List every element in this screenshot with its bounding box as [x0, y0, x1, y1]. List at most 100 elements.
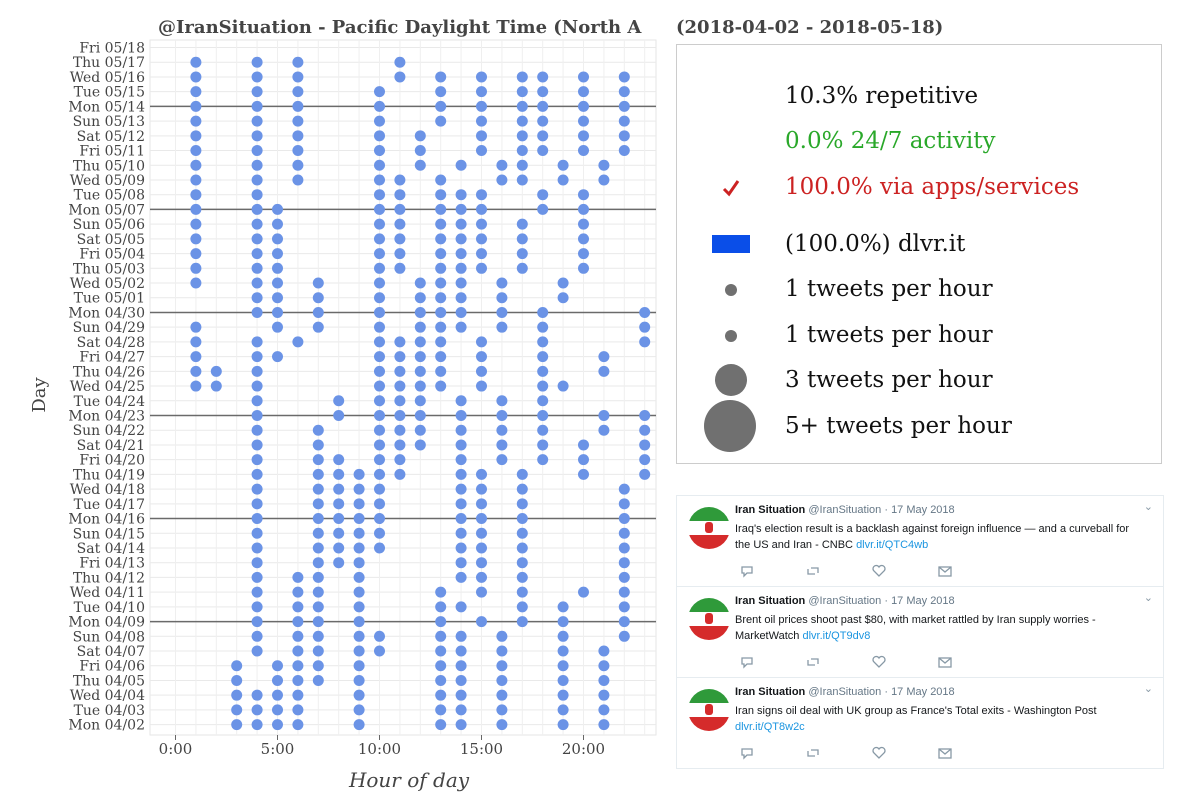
tweet-author[interactable]: Iran Situation — [735, 686, 806, 698]
like-icon[interactable] — [871, 563, 887, 579]
data-point — [374, 292, 385, 304]
y-tick-label: Sun 04/29 — [73, 320, 145, 336]
y-tick-label: Mon 05/14 — [68, 99, 145, 115]
data-point — [578, 71, 589, 83]
data-point — [455, 439, 467, 451]
like-icon[interactable] — [871, 654, 887, 670]
data-point — [455, 557, 467, 569]
reply-icon[interactable] — [739, 654, 755, 670]
y-tick-label: Sat 04/21 — [77, 438, 145, 454]
tweet-date[interactable]: · 17 May 2018 — [884, 595, 955, 607]
data-point — [353, 616, 365, 628]
y-axis-label: Day — [29, 377, 50, 413]
y-tick-label: Thu 05/10 — [73, 158, 145, 174]
y-tick-label: Fri 04/13 — [79, 556, 145, 572]
tweet-header: Iran Situation @IranSituation · 17 May 2… — [735, 504, 955, 516]
chevron-down-icon[interactable]: ⌄ — [1143, 683, 1153, 695]
data-point — [557, 645, 569, 657]
data-point — [598, 645, 610, 657]
data-point — [272, 233, 283, 245]
tweet-item[interactable]: Iran Situation @IranSituation · 17 May 2… — [677, 496, 1163, 587]
data-point — [435, 704, 447, 716]
data-point — [476, 586, 487, 598]
tweet-date[interactable]: · 17 May 2018 — [884, 504, 955, 516]
tweet-handle[interactable]: @IranSituation — [808, 504, 882, 516]
data-point — [333, 395, 345, 407]
y-tick-label: Sat 04/07 — [77, 644, 145, 660]
tweet-link[interactable]: dlvr.it/QT9dv8 — [802, 630, 871, 642]
message-icon[interactable] — [937, 745, 953, 761]
tweet-link[interactable]: dlvr.it/QTC4wb — [856, 539, 929, 551]
data-point — [251, 513, 263, 525]
data-point — [598, 719, 610, 731]
data-point — [272, 203, 283, 215]
avatar[interactable] — [688, 507, 730, 549]
data-point — [455, 424, 467, 436]
tweet-header: Iran Situation @IranSituation · 17 May 2… — [735, 595, 955, 607]
data-point — [618, 483, 630, 495]
x-tick-label: 0:00 — [159, 740, 193, 758]
data-point — [476, 483, 487, 495]
tweet-item[interactable]: Iran Situation @IranSituation · 17 May 2… — [677, 678, 1163, 768]
data-point — [374, 498, 385, 510]
data-point — [374, 321, 385, 333]
message-icon[interactable] — [937, 654, 953, 670]
tweet-author[interactable]: Iran Situation — [735, 504, 806, 516]
tweet-body: Brent oil prices shoot past $80, with ma… — [735, 614, 1096, 642]
retweet-icon[interactable] — [805, 563, 821, 579]
size-dot-1a — [725, 284, 737, 296]
data-point — [455, 468, 467, 480]
data-point — [435, 630, 447, 642]
data-point — [435, 277, 447, 289]
tweet-link[interactable]: dlvr.it/QT8w2c — [735, 721, 805, 733]
data-point — [394, 410, 406, 421]
reply-icon[interactable] — [739, 563, 755, 579]
y-tick-label: Thu 05/17 — [73, 55, 145, 71]
tweet-handle[interactable]: @IranSituation — [808, 595, 882, 607]
data-point — [374, 145, 385, 157]
data-point — [394, 218, 406, 230]
tweet-actions — [735, 654, 975, 670]
data-point — [292, 159, 304, 171]
data-point — [374, 306, 385, 318]
tweet-item[interactable]: Iran Situation @IranSituation · 17 May 2… — [677, 587, 1163, 678]
data-point — [476, 145, 487, 157]
data-point — [618, 571, 630, 583]
retweet-icon[interactable] — [805, 654, 821, 670]
legend-size-3: 3 tweets per hour — [785, 367, 993, 393]
y-tick-label: Mon 04/30 — [68, 305, 145, 321]
like-icon[interactable] — [871, 745, 887, 761]
tweet-handle[interactable]: @IranSituation — [808, 686, 882, 698]
data-point — [374, 395, 385, 407]
avatar[interactable] — [688, 689, 730, 731]
data-point — [374, 174, 385, 186]
data-point — [476, 542, 487, 554]
data-point — [190, 277, 202, 289]
retweet-icon[interactable] — [805, 745, 821, 761]
message-icon[interactable] — [937, 563, 953, 579]
data-point — [394, 336, 406, 348]
tweet-date[interactable]: · 17 May 2018 — [884, 686, 955, 698]
data-point — [578, 145, 589, 157]
data-point — [251, 71, 263, 83]
data-point — [312, 557, 324, 569]
chevron-down-icon[interactable]: ⌄ — [1143, 592, 1153, 604]
avatar[interactable] — [688, 598, 730, 640]
legend-repetitive: 10.3% repetitive — [785, 83, 979, 109]
data-point — [476, 513, 487, 525]
data-point — [292, 130, 304, 142]
y-tick-label: Thu 04/12 — [73, 570, 145, 586]
chevron-down-icon[interactable]: ⌄ — [1143, 501, 1153, 513]
data-point — [272, 218, 283, 230]
data-point — [455, 630, 467, 642]
checkmark-icon — [722, 180, 740, 197]
data-point — [312, 306, 324, 318]
data-point — [455, 248, 467, 260]
data-point — [476, 218, 487, 230]
data-point — [312, 454, 324, 466]
tweet-author[interactable]: Iran Situation — [735, 595, 806, 607]
data-point — [435, 645, 447, 657]
data-point — [618, 542, 630, 554]
reply-icon[interactable] — [739, 745, 755, 761]
y-tick-label: Thu 04/26 — [73, 364, 145, 380]
